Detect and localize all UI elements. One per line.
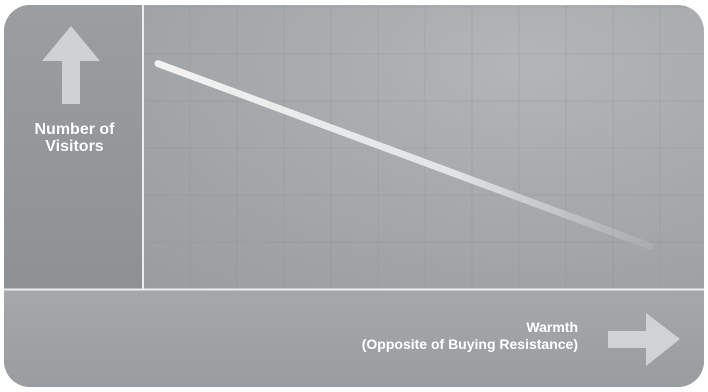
x-axis-panel [4, 290, 704, 387]
trend-line-series-1 [154, 60, 654, 250]
x-axis-label-main: Warmth [526, 319, 578, 335]
y-axis-label-line-2: Visitors [45, 138, 104, 155]
y-axis-label-line-1: Number of [34, 121, 115, 138]
x-axis-label-sub: (Opposite of Buying Resistance) [361, 336, 578, 352]
y-axis-label: Number of Visitors [12, 121, 137, 155]
x-axis-label: Warmth (Opposite of Buying Resistance) [258, 319, 578, 353]
arrow-up-icon [42, 26, 100, 104]
series [154, 60, 654, 250]
arrow-right-icon [608, 313, 680, 366]
